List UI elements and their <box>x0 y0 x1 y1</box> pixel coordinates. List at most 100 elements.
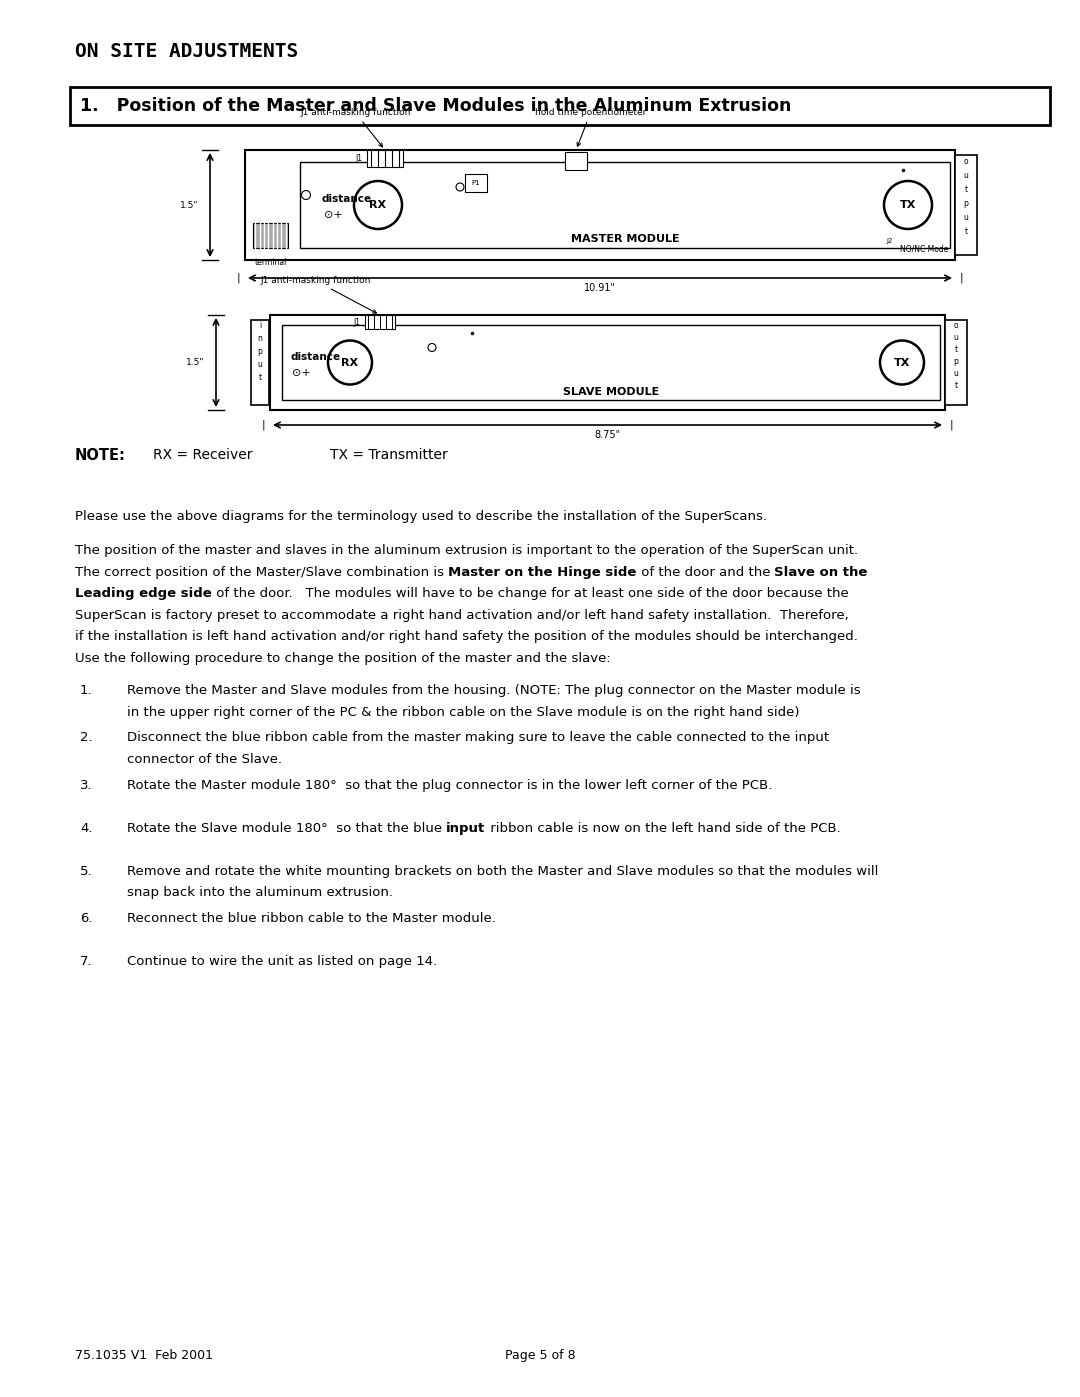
Text: Reconnect the blue ribbon cable to the Master module.: Reconnect the blue ribbon cable to the M… <box>127 912 496 925</box>
Bar <box>70 87 1050 124</box>
Text: 10.91": 10.91" <box>584 284 616 293</box>
Text: 8.75": 8.75" <box>594 430 621 440</box>
Text: connector of the Slave.: connector of the Slave. <box>127 753 282 766</box>
Bar <box>955 155 977 256</box>
Text: 1.5": 1.5" <box>186 358 204 367</box>
Text: LED: LED <box>427 355 437 360</box>
Bar <box>245 149 955 260</box>
Text: Leading edge side: Leading edge side <box>75 587 212 601</box>
Text: TX = Transmitter: TX = Transmitter <box>330 448 448 462</box>
Text: 3.: 3. <box>80 778 93 792</box>
Text: t: t <box>964 228 968 236</box>
Text: u: u <box>963 172 969 180</box>
Text: Master on the Hinge side: Master on the Hinge side <box>448 566 636 578</box>
Text: TX: TX <box>894 358 910 367</box>
Text: Page 5 of 8: Page 5 of 8 <box>504 1350 576 1362</box>
Text: i: i <box>259 320 261 330</box>
Text: o: o <box>963 158 969 166</box>
Text: J1 anti-masking function: J1 anti-masking function <box>300 108 410 147</box>
Bar <box>253 224 288 249</box>
Text: of the door.   The modules will have to be change for at least one side of the d: of the door. The modules will have to be… <box>212 587 849 601</box>
Text: LED: LED <box>455 196 465 200</box>
Text: RED○: RED○ <box>427 338 443 342</box>
Text: 7.: 7. <box>80 956 93 968</box>
Text: 2.: 2. <box>80 732 93 745</box>
Bar <box>251 320 269 405</box>
Text: t: t <box>955 380 958 390</box>
Bar <box>565 152 588 170</box>
Text: |: | <box>261 419 265 430</box>
Text: J1: J1 <box>353 317 360 327</box>
Text: J2: J2 <box>886 237 892 244</box>
Text: NOTE:: NOTE: <box>75 448 126 462</box>
Bar <box>465 175 487 191</box>
Text: J1 anti-masking function: J1 anti-masking function <box>260 277 377 313</box>
Text: Remove the Master and Slave modules from the housing. (NOTE: The plug connector : Remove the Master and Slave modules from… <box>127 685 861 697</box>
Text: RED○: RED○ <box>455 176 471 182</box>
Text: RX = Receiver: RX = Receiver <box>153 448 253 462</box>
Text: terminal: terminal <box>254 258 286 267</box>
Text: distance: distance <box>291 352 340 362</box>
Text: NO/NC Mode: NO/NC Mode <box>900 244 948 254</box>
Text: TX: TX <box>900 200 916 210</box>
Text: LED: LED <box>312 197 323 203</box>
Text: n: n <box>257 334 262 342</box>
Text: GREEN: GREEN <box>312 184 330 190</box>
Bar <box>270 314 945 409</box>
Text: 1.: 1. <box>80 685 93 697</box>
Text: |: | <box>960 272 963 284</box>
Text: u: u <box>954 369 958 377</box>
Text: t: t <box>964 186 968 194</box>
Bar <box>282 326 940 400</box>
Bar <box>300 162 950 249</box>
Text: p: p <box>963 200 969 208</box>
Text: The position of the master and slaves in the aluminum extrusion is important to : The position of the master and slaves in… <box>75 545 859 557</box>
Text: ⊙+: ⊙+ <box>292 367 311 377</box>
Text: RX: RX <box>369 200 387 210</box>
Text: Rotate the Slave module 180°  so that the blue: Rotate the Slave module 180° so that the… <box>127 821 446 835</box>
Text: Slave on the: Slave on the <box>774 566 867 578</box>
Text: ON SITE ADJUSTMENTS: ON SITE ADJUSTMENTS <box>75 42 298 61</box>
Text: if the installation is left hand activation and/or right hand safety the positio: if the installation is left hand activat… <box>75 630 858 644</box>
Text: Rotate the Master module 180°  so that the plug connector is in the lower left c: Rotate the Master module 180° so that th… <box>127 778 772 792</box>
Text: |: | <box>237 272 240 284</box>
Text: 1.5": 1.5" <box>179 201 198 210</box>
Text: P1: P1 <box>472 180 481 186</box>
Text: Please use the above diagrams for the terminology used to describe the installat: Please use the above diagrams for the te… <box>75 510 767 522</box>
Text: input: input <box>446 821 486 835</box>
Bar <box>367 149 403 168</box>
Text: Use the following procedure to change the position of the master and the slave:: Use the following procedure to change th… <box>75 652 611 665</box>
Text: Remove and rotate the white mounting brackets on both the Master and Slave modul: Remove and rotate the white mounting bra… <box>127 865 878 877</box>
Text: Disconnect the blue ribbon cable from the master making sure to leave the cable : Disconnect the blue ribbon cable from th… <box>127 732 829 745</box>
Text: ⊙+: ⊙+ <box>324 210 342 219</box>
Text: distance: distance <box>322 194 373 204</box>
Text: of the door and the: of the door and the <box>636 566 774 578</box>
Text: p: p <box>954 356 958 366</box>
Text: ribbon cable is now on the left hand side of the PCB.: ribbon cable is now on the left hand sid… <box>486 821 840 835</box>
Bar <box>365 314 395 330</box>
Text: SLAVE MODULE: SLAVE MODULE <box>563 387 659 397</box>
Text: |: | <box>950 419 954 430</box>
Text: SuperScan is factory preset to accommodate a right hand activation and/or left h: SuperScan is factory preset to accommoda… <box>75 609 849 622</box>
Text: J1: J1 <box>355 154 362 163</box>
Text: t: t <box>955 345 958 353</box>
Text: hold time potentiometer: hold time potentiometer <box>535 108 646 147</box>
Text: 75.1035 V1  Feb 2001: 75.1035 V1 Feb 2001 <box>75 1350 213 1362</box>
Text: in the upper right corner of the PC & the ribbon cable on the Slave module is on: in the upper right corner of the PC & th… <box>127 705 799 718</box>
Text: o: o <box>954 320 958 330</box>
Text: 1.   Position of the Master and Slave Modules in the Aluminum Extrusion: 1. Position of the Master and Slave Modu… <box>80 96 792 115</box>
Text: MASTER MODULE: MASTER MODULE <box>570 235 679 244</box>
Text: Continue to wire the unit as listed on page 14.: Continue to wire the unit as listed on p… <box>127 956 437 968</box>
Text: snap back into the aluminum extrusion.: snap back into the aluminum extrusion. <box>127 886 393 900</box>
Text: RX: RX <box>341 358 359 367</box>
Text: 4.: 4. <box>80 821 93 835</box>
Text: 6.: 6. <box>80 912 93 925</box>
Text: The correct position of the Master/Slave combination is: The correct position of the Master/Slave… <box>75 566 448 578</box>
Text: 5.: 5. <box>80 865 93 877</box>
Text: p: p <box>257 346 262 355</box>
Text: u: u <box>257 359 262 369</box>
Text: u: u <box>963 214 969 222</box>
Text: t: t <box>258 373 261 381</box>
Text: u: u <box>954 332 958 341</box>
Bar <box>945 320 967 405</box>
